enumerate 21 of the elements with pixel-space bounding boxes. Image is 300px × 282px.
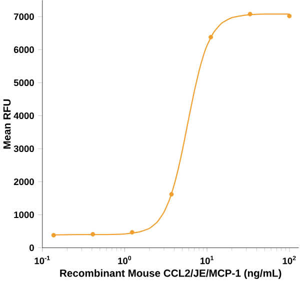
y-tick-label: 2000: [14, 178, 34, 185]
y-tick-label: 3000: [14, 145, 34, 152]
point: [90, 232, 96, 236]
x-tick-label: 10$^{1}$: [200, 256, 214, 264]
point: [287, 14, 292, 18]
point: [130, 230, 134, 234]
x-axis-title: Recombinant Mouse CCL2/JE/MCP-1 (ng/mL): [60, 269, 282, 279]
y-axis-title: Mean RFU: [3, 99, 11, 148]
point: [208, 34, 214, 40]
y-tick-label: 4000: [14, 112, 34, 119]
y-tick-label: 0: [30, 244, 34, 251]
y-tick-label: 6000: [14, 46, 34, 53]
y-tick-label: 7000: [14, 13, 34, 20]
y-tick-label: 1000: [14, 211, 34, 218]
point: [51, 232, 56, 238]
x-tick-label: 10$^{-1}$: [34, 256, 50, 264]
x-tick-label: 10$^{2}$: [282, 256, 296, 264]
x-tick-label: 10$^{0}$: [118, 256, 132, 264]
point: [169, 192, 174, 196]
point: [248, 12, 252, 16]
y-tick-label: 5000: [14, 79, 34, 86]
